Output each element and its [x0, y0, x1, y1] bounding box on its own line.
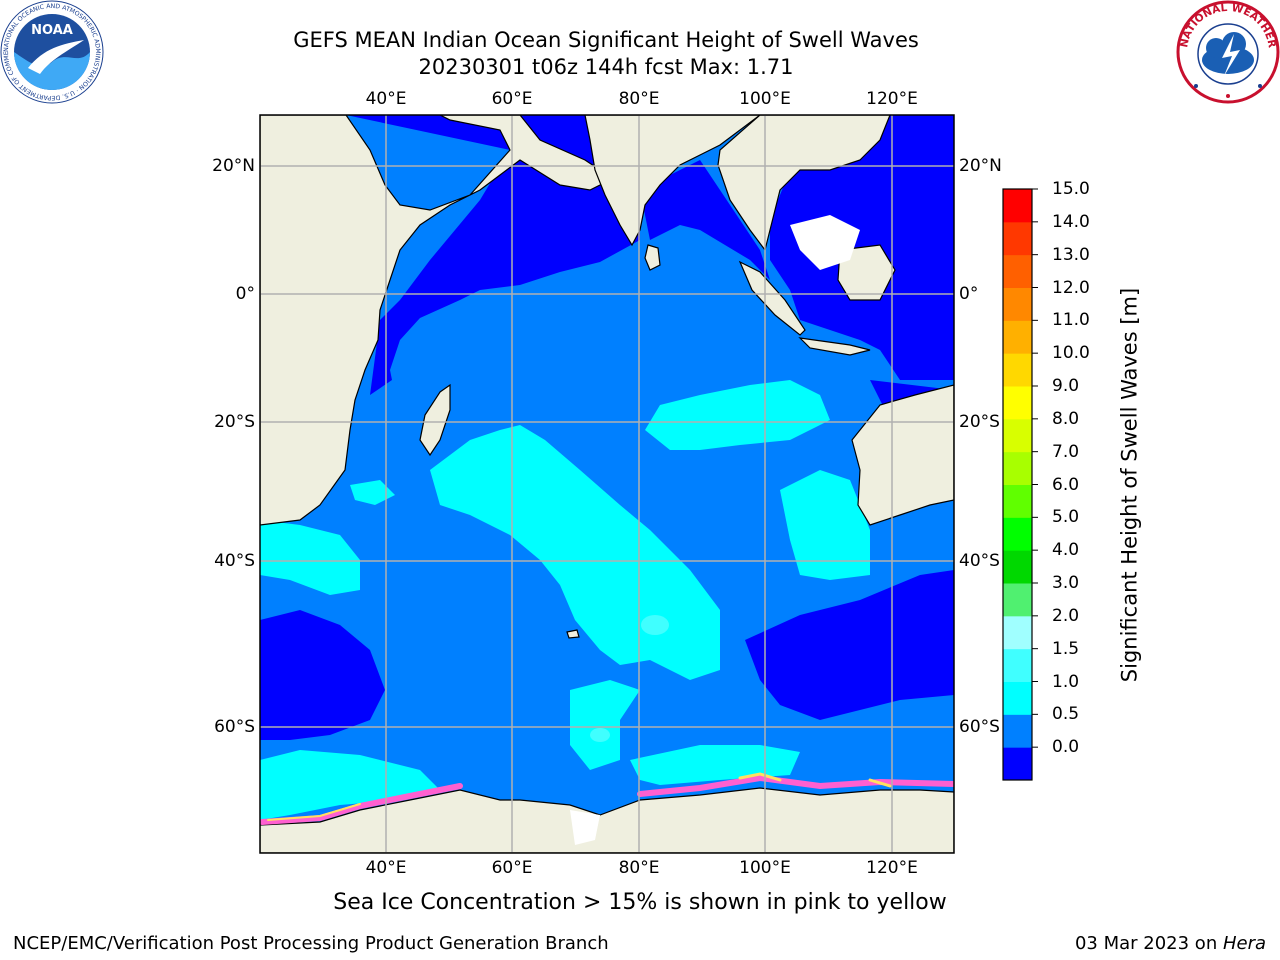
swell-higher-specks: [590, 615, 669, 742]
lat-label-left-40s: 40°S: [214, 551, 255, 571]
colorbar-label-9: 6.0: [1052, 474, 1080, 495]
graticule: [260, 115, 954, 853]
lon-label-top-100e: 100°E: [739, 89, 791, 109]
colorbar-label-15: 1.0: [1052, 671, 1080, 692]
colorbar-segment-15: [1003, 254, 1032, 288]
lon-label-top-120e: 120°E: [866, 89, 918, 109]
colorbar-label-14: 1.5: [1052, 638, 1080, 659]
footer-credit: NCEP/EMC/Verification Post Processing Pr…: [13, 933, 609, 954]
map-panel: [260, 115, 954, 853]
colorbar-segment-2: [1003, 681, 1032, 715]
map-frame: [259, 114, 955, 854]
lon-label-bottom-60e: 60°E: [491, 858, 533, 878]
lon-label-bottom-40e: 40°E: [365, 858, 407, 878]
lat-label-right-40s: 40°S: [959, 551, 1000, 571]
colorbar-segment-12: [1003, 353, 1032, 387]
lat-label-right-0: 0°: [959, 284, 979, 304]
noaa-logo: NATIONAL OCEANIC AND ATMOSPHERIC ADMINIS…: [0, 0, 104, 104]
colorbar-segment-14: [1003, 287, 1032, 321]
lat-label-right-20s: 20°S: [959, 412, 1000, 432]
colorbar-label-3: 12.0: [1052, 277, 1090, 298]
colorbar-segment-17: [1003, 189, 1032, 223]
lat-label-left-20n: 20°N: [212, 156, 255, 176]
map-title: GEFS MEAN Indian Ocean Significant Heigh…: [293, 28, 919, 52]
colorbar-label-7: 8.0: [1052, 408, 1080, 429]
colorbar-label-6: 9.0: [1052, 376, 1080, 396]
swell-mid-regions: [260, 380, 870, 820]
colorbar-label-10: 5.0: [1052, 507, 1080, 528]
colorbar-title: Significant Height of Swell Waves [m]: [1117, 287, 1142, 683]
sea-ice-caption: Sea Ice Concentration > 15% is shown in …: [333, 890, 947, 915]
colorbar-segment-11: [1003, 386, 1032, 420]
colorbar-segment-9: [1003, 451, 1032, 485]
lat-label-right-20n: 20°N: [959, 156, 1002, 176]
colorbar-segment-7: [1003, 517, 1032, 551]
colorbar-label-13: 2.0: [1052, 605, 1080, 626]
nws-logo: NATIONAL WEATHER SERVICE: [1172, 0, 1280, 104]
footer-date: 03 Mar 2023 on Hera: [1075, 933, 1266, 954]
colorbar-segment-1: [1003, 714, 1032, 748]
lon-label-top-40e: 40°E: [365, 89, 407, 109]
colorbar-label-1: 14.0: [1052, 211, 1090, 232]
lat-label-left-60s: 60°S: [214, 717, 255, 737]
colorbar-label-12: 3.0: [1052, 573, 1080, 593]
colorbar-segment-6: [1003, 550, 1032, 584]
footer-machine: Hera: [1222, 933, 1266, 954]
colorbar-label-2: 13.0: [1052, 244, 1090, 265]
colorbar-segment-13: [1003, 320, 1032, 354]
colorbar-segment-5: [1003, 583, 1032, 617]
lon-label-top-80e: 80°E: [618, 89, 660, 109]
lon-label-bottom-80e: 80°E: [618, 858, 660, 878]
lat-label-right-60s: 60°S: [959, 717, 1000, 737]
colorbar-segment-8: [1003, 484, 1032, 518]
noaa-logo-text: NOAA: [31, 23, 73, 38]
colorbar-segment-3: [1003, 648, 1032, 682]
colorbar-label-17: 0.0: [1052, 737, 1080, 758]
colorbar-label-0: 15.0: [1052, 179, 1090, 199]
colorbar-label-8: 7.0: [1052, 441, 1080, 462]
lat-label-left-20s: 20°S: [214, 412, 255, 432]
colorbar-segment-10: [1003, 418, 1032, 453]
sea-ice-missing: [570, 215, 860, 845]
colorbar: [1003, 188, 1038, 781]
lon-label-top-60e: 60°E: [491, 89, 533, 109]
colorbar-label-4: 11.0: [1052, 310, 1090, 331]
lon-label-bottom-100e: 100°E: [739, 858, 791, 878]
colorbar-segment-0: [1003, 747, 1032, 781]
lat-label-left-0: 0°: [235, 284, 255, 304]
colorbar-segment-4: [1003, 615, 1032, 650]
lon-label-bottom-120e: 120°E: [866, 858, 918, 878]
colorbar-label-16: 0.5: [1052, 704, 1080, 725]
colorbar-label-5: 10.0: [1052, 343, 1090, 364]
colorbar-segment-16: [1003, 221, 1032, 256]
map-subtitle: 20230301 t06z 144h fcst Max: 1.71: [418, 55, 794, 79]
footer-date-text: 03 Mar 2023 on: [1074, 933, 1223, 954]
colorbar-frame: [1002, 188, 1033, 781]
colorbar-label-11: 4.0: [1052, 540, 1080, 561]
